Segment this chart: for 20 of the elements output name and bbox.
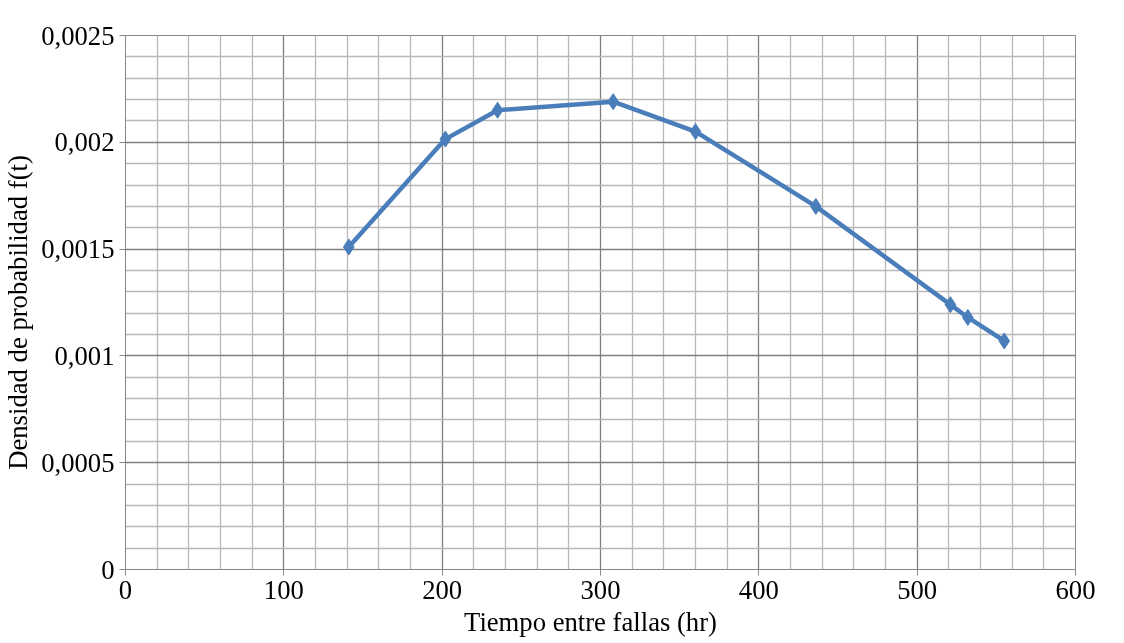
x-tick-label: 500 (897, 574, 938, 605)
point (944, 296, 957, 314)
x-tick-label: 200 (422, 574, 463, 605)
y-axis-title: Densidad de probabilidad f(t) (3, 155, 34, 470)
point (689, 123, 702, 141)
point (439, 130, 452, 148)
y-tick-label: 0,0025 (41, 20, 115, 51)
x-tick-label: 400 (738, 574, 779, 605)
y-tick-label: 0,001 (54, 340, 115, 371)
y-tick-label: 0,0005 (41, 447, 115, 478)
point (998, 332, 1011, 350)
point (491, 101, 504, 119)
y-tick-label: 0,0015 (41, 234, 115, 265)
x-tick-label: 600 (1055, 574, 1096, 605)
y-tick-label: 0 (101, 554, 115, 585)
point (342, 238, 355, 256)
y-tick-label: 0,002 (54, 127, 115, 158)
x-tick-label: 300 (580, 574, 621, 605)
x-axis-title: Tiempo entre fallas (hr) (464, 606, 717, 637)
x-tick-label: 100 (263, 574, 304, 605)
